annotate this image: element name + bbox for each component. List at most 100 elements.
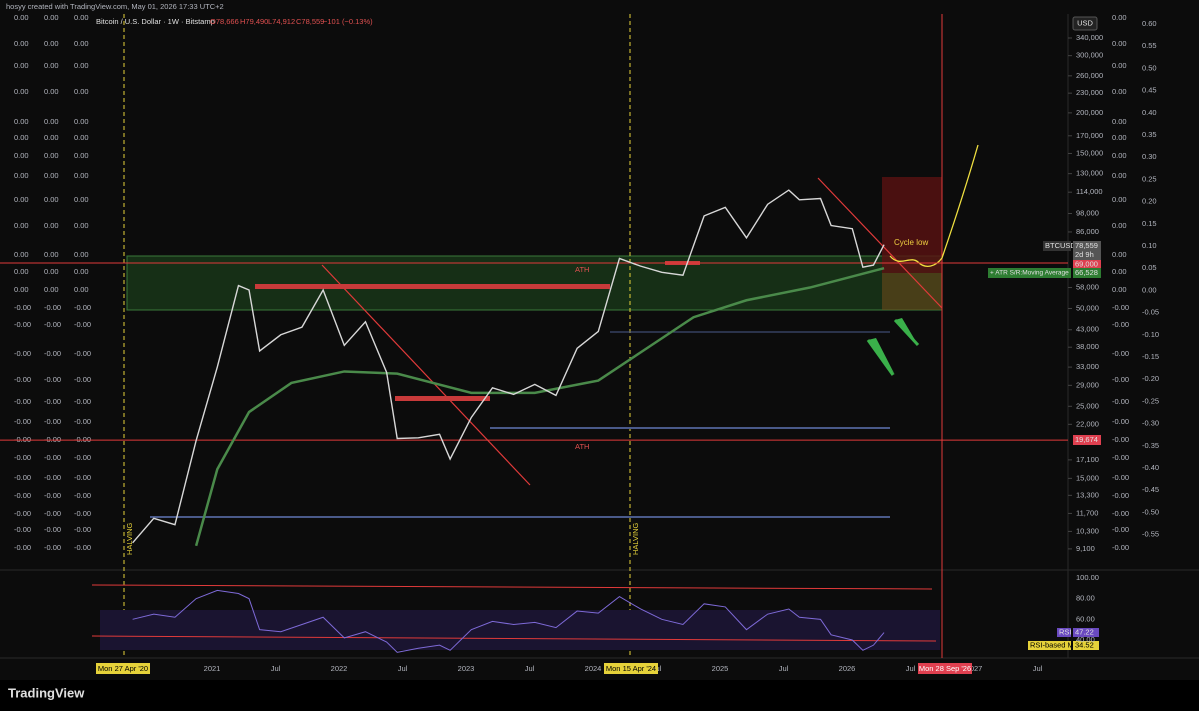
price-line xyxy=(132,189,885,544)
ohlc-high: H79,490 xyxy=(240,17,268,26)
badge xyxy=(1073,641,1099,650)
indicator-value: 0.35 xyxy=(1142,130,1157,139)
projection-box-orange xyxy=(882,273,942,310)
indicator-value: -0.00 xyxy=(74,525,91,534)
badge xyxy=(1073,241,1101,260)
indicator-value: -0.00 xyxy=(14,525,31,534)
price-label: 15,000 xyxy=(1076,473,1099,482)
indicator-value: -0.40 xyxy=(1142,463,1159,472)
price-label: 200,000 xyxy=(1076,108,1103,117)
indicator-value: -0.00 xyxy=(14,509,31,518)
indicator-value: 0.00 xyxy=(44,267,59,276)
indicator-value: 0.00 xyxy=(74,13,89,22)
indicator-value: -0.00 xyxy=(1112,543,1129,552)
indicator-value: -0.00 xyxy=(74,491,91,500)
indicator-value: -0.00 xyxy=(74,473,91,482)
arrow xyxy=(866,339,895,376)
indicator-value: -0.00 xyxy=(44,320,61,329)
indicator-value: 0.00 xyxy=(14,87,29,96)
indicator-value: -0.00 xyxy=(74,417,91,426)
indicator-value: -0.30 xyxy=(1142,419,1159,428)
price-label: 86,000 xyxy=(1076,227,1099,236)
time-label: 2026 xyxy=(839,664,856,673)
indicator-value: -0.00 xyxy=(44,473,61,482)
indicator-value: 0.00 xyxy=(14,61,29,70)
price-label: 33,000 xyxy=(1076,362,1099,371)
indicator-value: -0.00 xyxy=(74,435,91,444)
badge xyxy=(1073,628,1099,637)
indicator-value: 0.15 xyxy=(1142,219,1157,228)
indicator-value: -0.00 xyxy=(74,453,91,462)
price-label: 29,000 xyxy=(1076,380,1099,389)
price-label: 17,100 xyxy=(1076,455,1099,464)
date-badge-label: Mon 27 Apr '20 xyxy=(98,664,148,673)
indicator-value: 0.00 xyxy=(44,151,59,160)
currency-button[interactable] xyxy=(1072,16,1098,31)
footer-brand: TradingView xyxy=(8,685,85,700)
indicator-value: -0.00 xyxy=(14,473,31,482)
indicator-value: -0.00 xyxy=(14,543,31,552)
indicator-value: -0.00 xyxy=(1112,417,1129,426)
indicator-value: -0.00 xyxy=(44,303,61,312)
indicator-value: 0.00 xyxy=(74,221,89,230)
indicator-value: 0.00 xyxy=(74,285,89,294)
indicator-value: 0.00 xyxy=(14,250,29,259)
credit: hosyy created with TradingView.com, May … xyxy=(6,2,224,11)
indicator-value: 0.00 xyxy=(1112,151,1127,160)
rsi-axis-label: 100.00 xyxy=(1076,573,1099,582)
indicator-value: 0.00 xyxy=(44,285,59,294)
time-label: Jul xyxy=(271,664,281,673)
indicator-value: 0.00 xyxy=(74,87,89,96)
indicator-value: -0.00 xyxy=(1112,303,1129,312)
indicator-value: -0.00 xyxy=(74,509,91,518)
indicator-value: -0.00 xyxy=(1112,435,1129,444)
indicator-value: -0.00 xyxy=(44,453,61,462)
badge-countdown: 2d 9h xyxy=(1075,250,1094,259)
indicator-value: -0.10 xyxy=(1142,330,1159,339)
indicator-value: 0.00 xyxy=(1112,195,1127,204)
indicator-value: -0.00 xyxy=(1112,397,1129,406)
time-label: Jul xyxy=(779,664,789,673)
rsi-ma-value: 34.52 xyxy=(1075,640,1094,649)
time-label: Jul xyxy=(398,664,408,673)
indicator-value: 0.00 xyxy=(44,117,59,126)
indicator-value: -0.00 xyxy=(1112,453,1129,462)
badge-symbol: BTCUSD xyxy=(1045,241,1076,250)
date-badge-label: Mon 15 Apr '24 xyxy=(606,664,656,673)
indicator-value: 0.00 xyxy=(44,221,59,230)
time-label: 2025 xyxy=(712,664,729,673)
indicator-value: 0.00 xyxy=(74,151,89,160)
indicator-value: -0.00 xyxy=(44,543,61,552)
indicator-value: 0.00 xyxy=(14,285,29,294)
indicator-value: 0.00 xyxy=(1112,117,1127,126)
projection-curve xyxy=(889,144,979,268)
rsi-axis-label: 40.00 xyxy=(1076,635,1095,644)
indicator-value: 0.00 xyxy=(1112,267,1127,276)
price-label: 260,000 xyxy=(1076,71,1103,80)
indicator-value: -0.00 xyxy=(1112,375,1129,384)
rsi-name: RSI xyxy=(1059,627,1072,636)
indicator-value: 0.00 xyxy=(74,117,89,126)
indicator-value: -0.00 xyxy=(74,320,91,329)
currency[interactable]: USD xyxy=(1077,18,1093,27)
rsi-axis-label: 60.00 xyxy=(1076,614,1095,623)
date-badge-label: Mon 28 Sep '26 xyxy=(919,664,971,673)
price-label: 130,000 xyxy=(1076,169,1103,178)
indicator-value: -0.00 xyxy=(14,417,31,426)
indicator-value: 0.00 xyxy=(14,171,29,180)
ohlc-open: O78,666 xyxy=(210,17,239,26)
price-label: 22,000 xyxy=(1076,419,1099,428)
price-label: 11,700 xyxy=(1076,508,1098,517)
price-label: 9,100 xyxy=(1076,544,1095,553)
indicator-value: 0.00 xyxy=(1112,250,1127,259)
indicator-value: 0.00 xyxy=(1142,285,1157,294)
indicator-value: 0.00 xyxy=(44,195,59,204)
indicator-value: 0.00 xyxy=(44,87,59,96)
price-label: 50,000 xyxy=(1076,303,1099,312)
annotation: HALVING xyxy=(631,522,640,555)
price-label: 58,000 xyxy=(1076,283,1099,292)
badge-level: 69,000 xyxy=(1075,259,1098,268)
time-label: Jul xyxy=(1033,664,1043,673)
resistance-block xyxy=(255,284,610,289)
